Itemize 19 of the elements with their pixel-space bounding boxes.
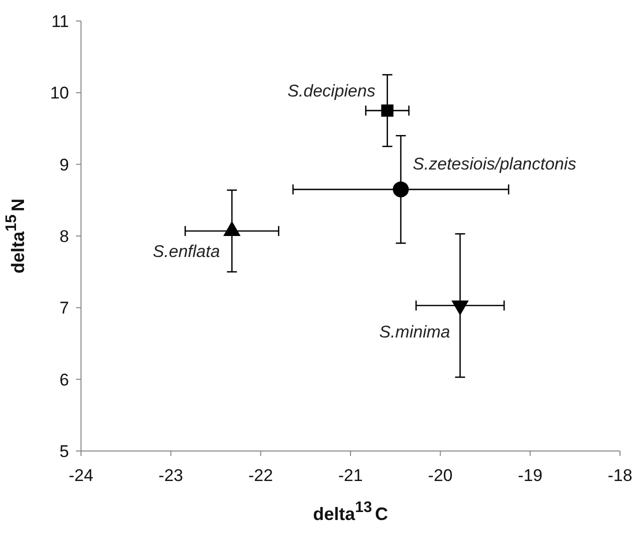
y-tick-label: 10 xyxy=(50,84,69,103)
x-tick-label: -22 xyxy=(248,466,273,485)
series-label: S.zetesiois/planctonis xyxy=(412,154,577,174)
x-axis-title: delta$^{13}$C xyxy=(312,498,388,524)
x-tick-label: -20 xyxy=(428,466,453,485)
y-tick-label: 6 xyxy=(60,370,69,390)
x-tick-label: -24 xyxy=(68,466,94,485)
x-tick-label: -19 xyxy=(518,466,542,485)
y-tick-label: 5 xyxy=(60,442,69,461)
y-tick-label: 9 xyxy=(60,155,69,174)
y-tick-label: 7 xyxy=(60,298,69,318)
y-tick-label: 8 xyxy=(60,226,69,246)
x-tick-label: -18 xyxy=(608,466,632,485)
series-label: S.decipiens xyxy=(287,82,376,101)
x-tick-label: -21 xyxy=(338,466,363,485)
y-tick-label: 11 xyxy=(51,12,69,31)
x-tick-label: -23 xyxy=(158,466,184,485)
series-label: S.minima xyxy=(379,322,450,342)
series-label: S.enflata xyxy=(152,242,220,261)
